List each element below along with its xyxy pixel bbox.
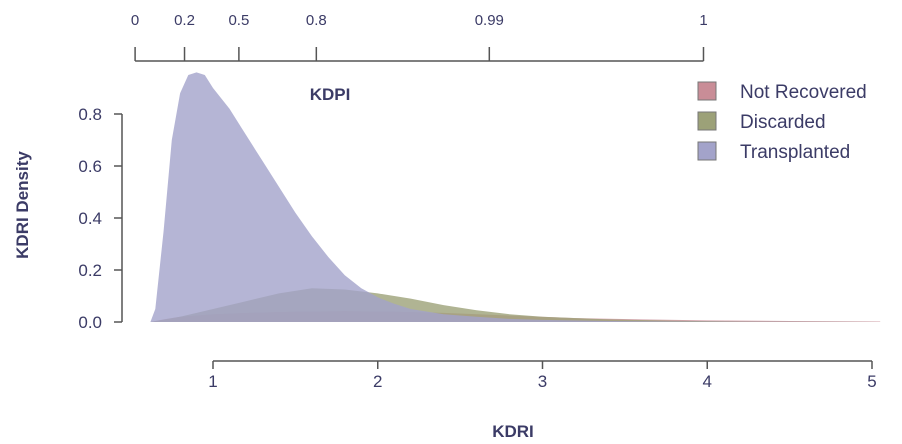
y-tick-label: 0.4 bbox=[78, 209, 102, 228]
x-tick-label: 5 bbox=[867, 372, 876, 391]
top-axis-title: KDPI bbox=[310, 85, 351, 104]
legend-swatch-not-recovered bbox=[697, 81, 717, 101]
legend-label-not-recovered: Not Recovered bbox=[740, 82, 867, 103]
x-tick-label: 1 bbox=[208, 372, 217, 391]
y-tick-label: 0.0 bbox=[78, 313, 102, 332]
x-axis-title: KDRI bbox=[492, 422, 534, 441]
top-tick-label: 0.8 bbox=[306, 12, 327, 29]
legend-swatch-discarded bbox=[697, 111, 717, 131]
legend-label-transplanted: Transplanted bbox=[740, 142, 850, 163]
axes: 1 2 3 4 5 0.0 0.2 0.4 0.6 0.8 0 0.2 0.5 0.8 0.99 1 bbox=[78, 12, 876, 391]
x-tick-label: 3 bbox=[538, 372, 547, 391]
legend: Not Recovered Discarded Transplanted bbox=[697, 81, 867, 163]
legend-swatch-transplanted bbox=[697, 141, 717, 161]
y-tick-label: 0.8 bbox=[78, 105, 102, 124]
y-axis-title: KDRI Density bbox=[13, 151, 32, 259]
top-tick-label: 0.99 bbox=[475, 12, 504, 29]
x-tick-label: 2 bbox=[373, 372, 382, 391]
x-tick-label: 4 bbox=[703, 372, 712, 391]
top-tick-label: 1 bbox=[699, 12, 707, 29]
y-tick-label: 0.2 bbox=[78, 261, 102, 280]
top-tick-label: 0.5 bbox=[228, 12, 249, 29]
y-tick-label: 0.6 bbox=[78, 157, 102, 176]
density-areas bbox=[150, 72, 881, 323]
top-tick-label: 0 bbox=[131, 12, 139, 29]
legend-label-discarded: Discarded bbox=[740, 112, 826, 133]
top-tick-label: 0.2 bbox=[174, 12, 195, 29]
area-transplanted bbox=[150, 72, 881, 323]
